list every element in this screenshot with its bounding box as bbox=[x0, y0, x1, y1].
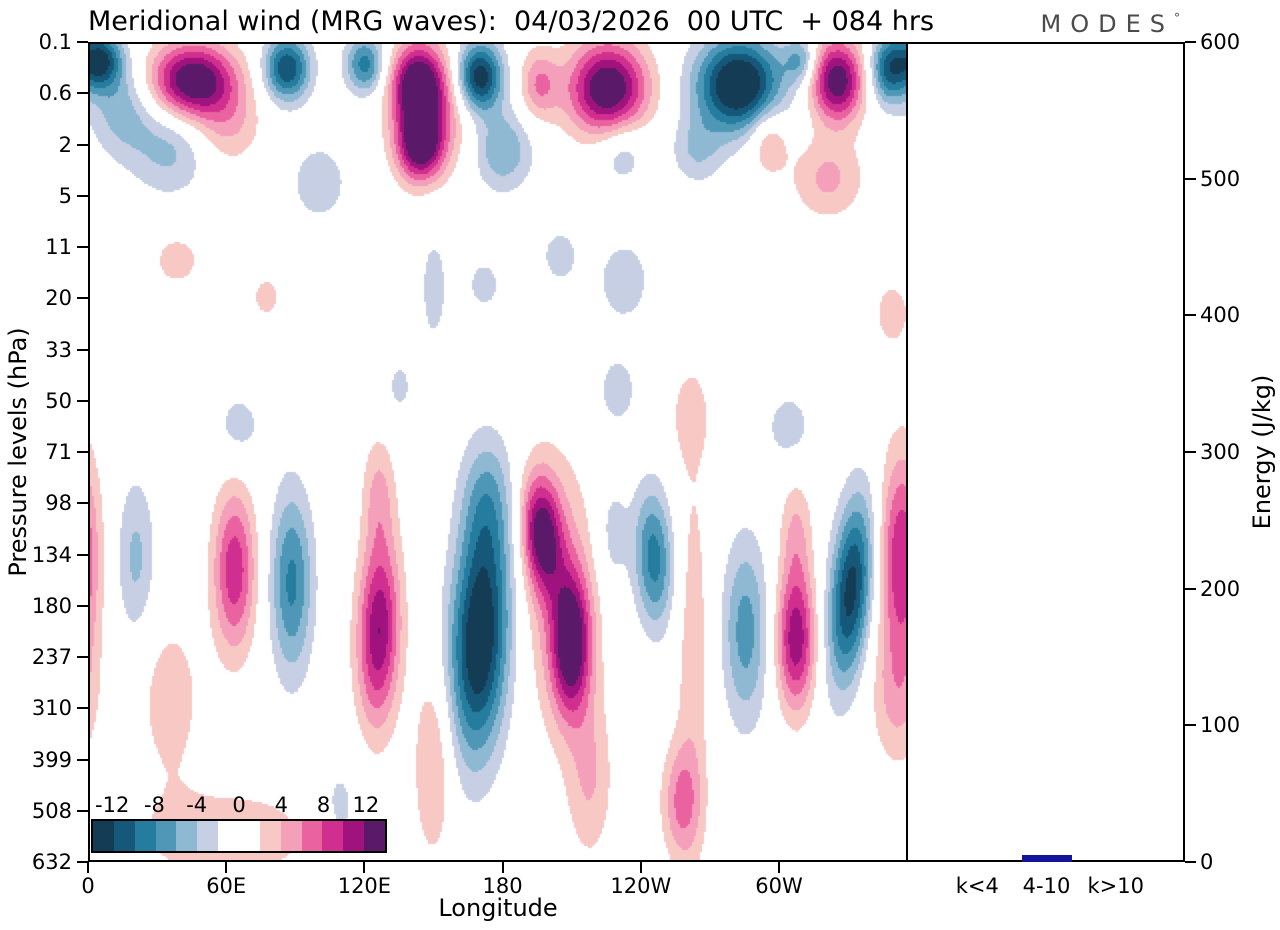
colorbar-cell bbox=[301, 821, 323, 851]
pressure-tick bbox=[77, 707, 88, 710]
pressure-tick-label: 11 bbox=[45, 235, 72, 259]
colorbar-tick-label: 12 bbox=[352, 793, 380, 817]
colorbar-cell bbox=[155, 821, 177, 851]
colorbar-cell bbox=[134, 821, 156, 851]
pressure-tick-label: 632 bbox=[31, 850, 72, 874]
contour-canvas bbox=[90, 44, 906, 860]
pressure-tick bbox=[77, 41, 88, 43]
colorbar-cell bbox=[343, 821, 365, 851]
pressure-tick-label: 33 bbox=[45, 337, 72, 362]
pressure-tick-label: 5 bbox=[58, 183, 72, 208]
pressure-tick-label: 399 bbox=[31, 747, 72, 772]
colorbar-tick-label: -12 bbox=[95, 793, 130, 817]
longitude-tick bbox=[87, 862, 89, 873]
pressure-tick-label: 98 bbox=[45, 491, 72, 516]
pressure-tick bbox=[77, 92, 88, 95]
energy-tick-label: 500 bbox=[1200, 166, 1241, 191]
pressure-tick bbox=[77, 143, 88, 146]
pressure-tick-label: 180 bbox=[31, 593, 72, 618]
energy-tick-label: 400 bbox=[1200, 303, 1241, 328]
energy-tick-label: 600 bbox=[1200, 30, 1241, 54]
energy-tick bbox=[1185, 587, 1196, 590]
energy-panel bbox=[908, 42, 1185, 862]
colorbar-tick-label: 4 bbox=[274, 793, 288, 817]
longitude-tick bbox=[363, 862, 366, 873]
modes-logo: MODES° bbox=[1041, 10, 1180, 38]
longitude-tick-label: 60E bbox=[206, 874, 247, 898]
pressure-tick bbox=[77, 194, 88, 197]
colorbar-cell bbox=[113, 821, 135, 851]
colorbar-tick-label: 0 bbox=[232, 793, 246, 817]
colorbar-tick-labels: -12 -8 -4 0 4 8 12 bbox=[91, 793, 387, 819]
pressure-tick-label: 134 bbox=[31, 542, 72, 567]
colorbar bbox=[91, 819, 387, 853]
energy-tick bbox=[1185, 177, 1196, 180]
longitude-tick-label: 60W bbox=[755, 874, 803, 898]
pressure-tick bbox=[77, 451, 88, 453]
pressure-tick bbox=[77, 604, 88, 607]
longitude-tick-label: 0 bbox=[81, 874, 95, 898]
pressure-tick bbox=[77, 297, 88, 300]
pressure-tick bbox=[77, 399, 88, 402]
modes-logo-letters: MODES bbox=[1040, 10, 1174, 38]
energy-category-label: k<4 bbox=[955, 874, 999, 898]
colorbar-cell bbox=[322, 821, 344, 851]
energy-tick bbox=[1185, 451, 1196, 453]
energy-tick bbox=[1185, 41, 1196, 43]
energy-tick-label: 300 bbox=[1200, 440, 1241, 464]
modes-logo-degree-icon: ° bbox=[1174, 11, 1180, 25]
energy-category-label: 4-10 bbox=[1022, 874, 1071, 898]
contour-plot: -12 -8 -4 0 4 8 12 bbox=[88, 42, 908, 862]
pressure-tick bbox=[77, 246, 88, 248]
colorbar-cell bbox=[93, 821, 114, 851]
longitude-tick-label: 180 bbox=[482, 874, 523, 898]
colorbar-cell bbox=[176, 821, 198, 851]
energy-tick bbox=[1185, 861, 1196, 863]
longitude-tick bbox=[639, 862, 642, 873]
colorbar-tick-label: -8 bbox=[143, 793, 165, 817]
pressure-tick bbox=[77, 502, 88, 505]
colorbar-cell bbox=[239, 821, 260, 851]
pressure-tick bbox=[77, 809, 88, 812]
colorbar-cell bbox=[197, 821, 219, 851]
pressure-tick-label: 71 bbox=[45, 440, 72, 464]
longitude-tick-label: 120W bbox=[610, 874, 672, 898]
energy-tick-label: 0 bbox=[1200, 850, 1214, 874]
pressure-tick-label: 310 bbox=[31, 696, 72, 721]
pressure-tick-label: 237 bbox=[31, 645, 72, 669]
colorbar-cell bbox=[364, 821, 386, 851]
energy-tick-label: 100 bbox=[1200, 713, 1241, 738]
pressure-tick-label: 0.1 bbox=[38, 30, 72, 54]
energy-category-label: k>10 bbox=[1087, 874, 1144, 898]
longitude-tick bbox=[225, 862, 228, 873]
pressure-tick-label: 2 bbox=[58, 132, 72, 157]
chart-title: Meridional wind (MRG waves): 04/03/2026 … bbox=[88, 6, 935, 37]
pressure-tick bbox=[77, 553, 88, 556]
longitude-tick bbox=[778, 862, 780, 873]
energy-tick bbox=[1185, 314, 1196, 317]
longitude-tick-label: 120E bbox=[337, 874, 392, 898]
pressure-tick-label: 20 bbox=[45, 286, 72, 311]
colorbar-tick-label: -4 bbox=[186, 793, 208, 817]
pressure-tick-label: 0.6 bbox=[38, 81, 72, 106]
longitude-tick bbox=[501, 862, 504, 873]
pressure-tick bbox=[77, 656, 88, 658]
pressure-tick-label: 508 bbox=[31, 798, 72, 823]
colorbar-tick-label: 8 bbox=[316, 793, 331, 817]
pressure-tick-label: 50 bbox=[45, 388, 72, 413]
longitude-axis-title: Longitude bbox=[438, 894, 558, 922]
pressure-tick bbox=[77, 758, 88, 761]
colorbar-cell bbox=[280, 821, 302, 851]
pressure-tick bbox=[77, 348, 88, 351]
colorbar-cell bbox=[259, 821, 281, 851]
energy-tick-label: 200 bbox=[1200, 576, 1241, 601]
energy-tick bbox=[1185, 724, 1196, 727]
pressure-tick bbox=[77, 861, 88, 863]
energy-bar bbox=[1021, 855, 1072, 862]
colorbar-cell bbox=[218, 821, 240, 851]
